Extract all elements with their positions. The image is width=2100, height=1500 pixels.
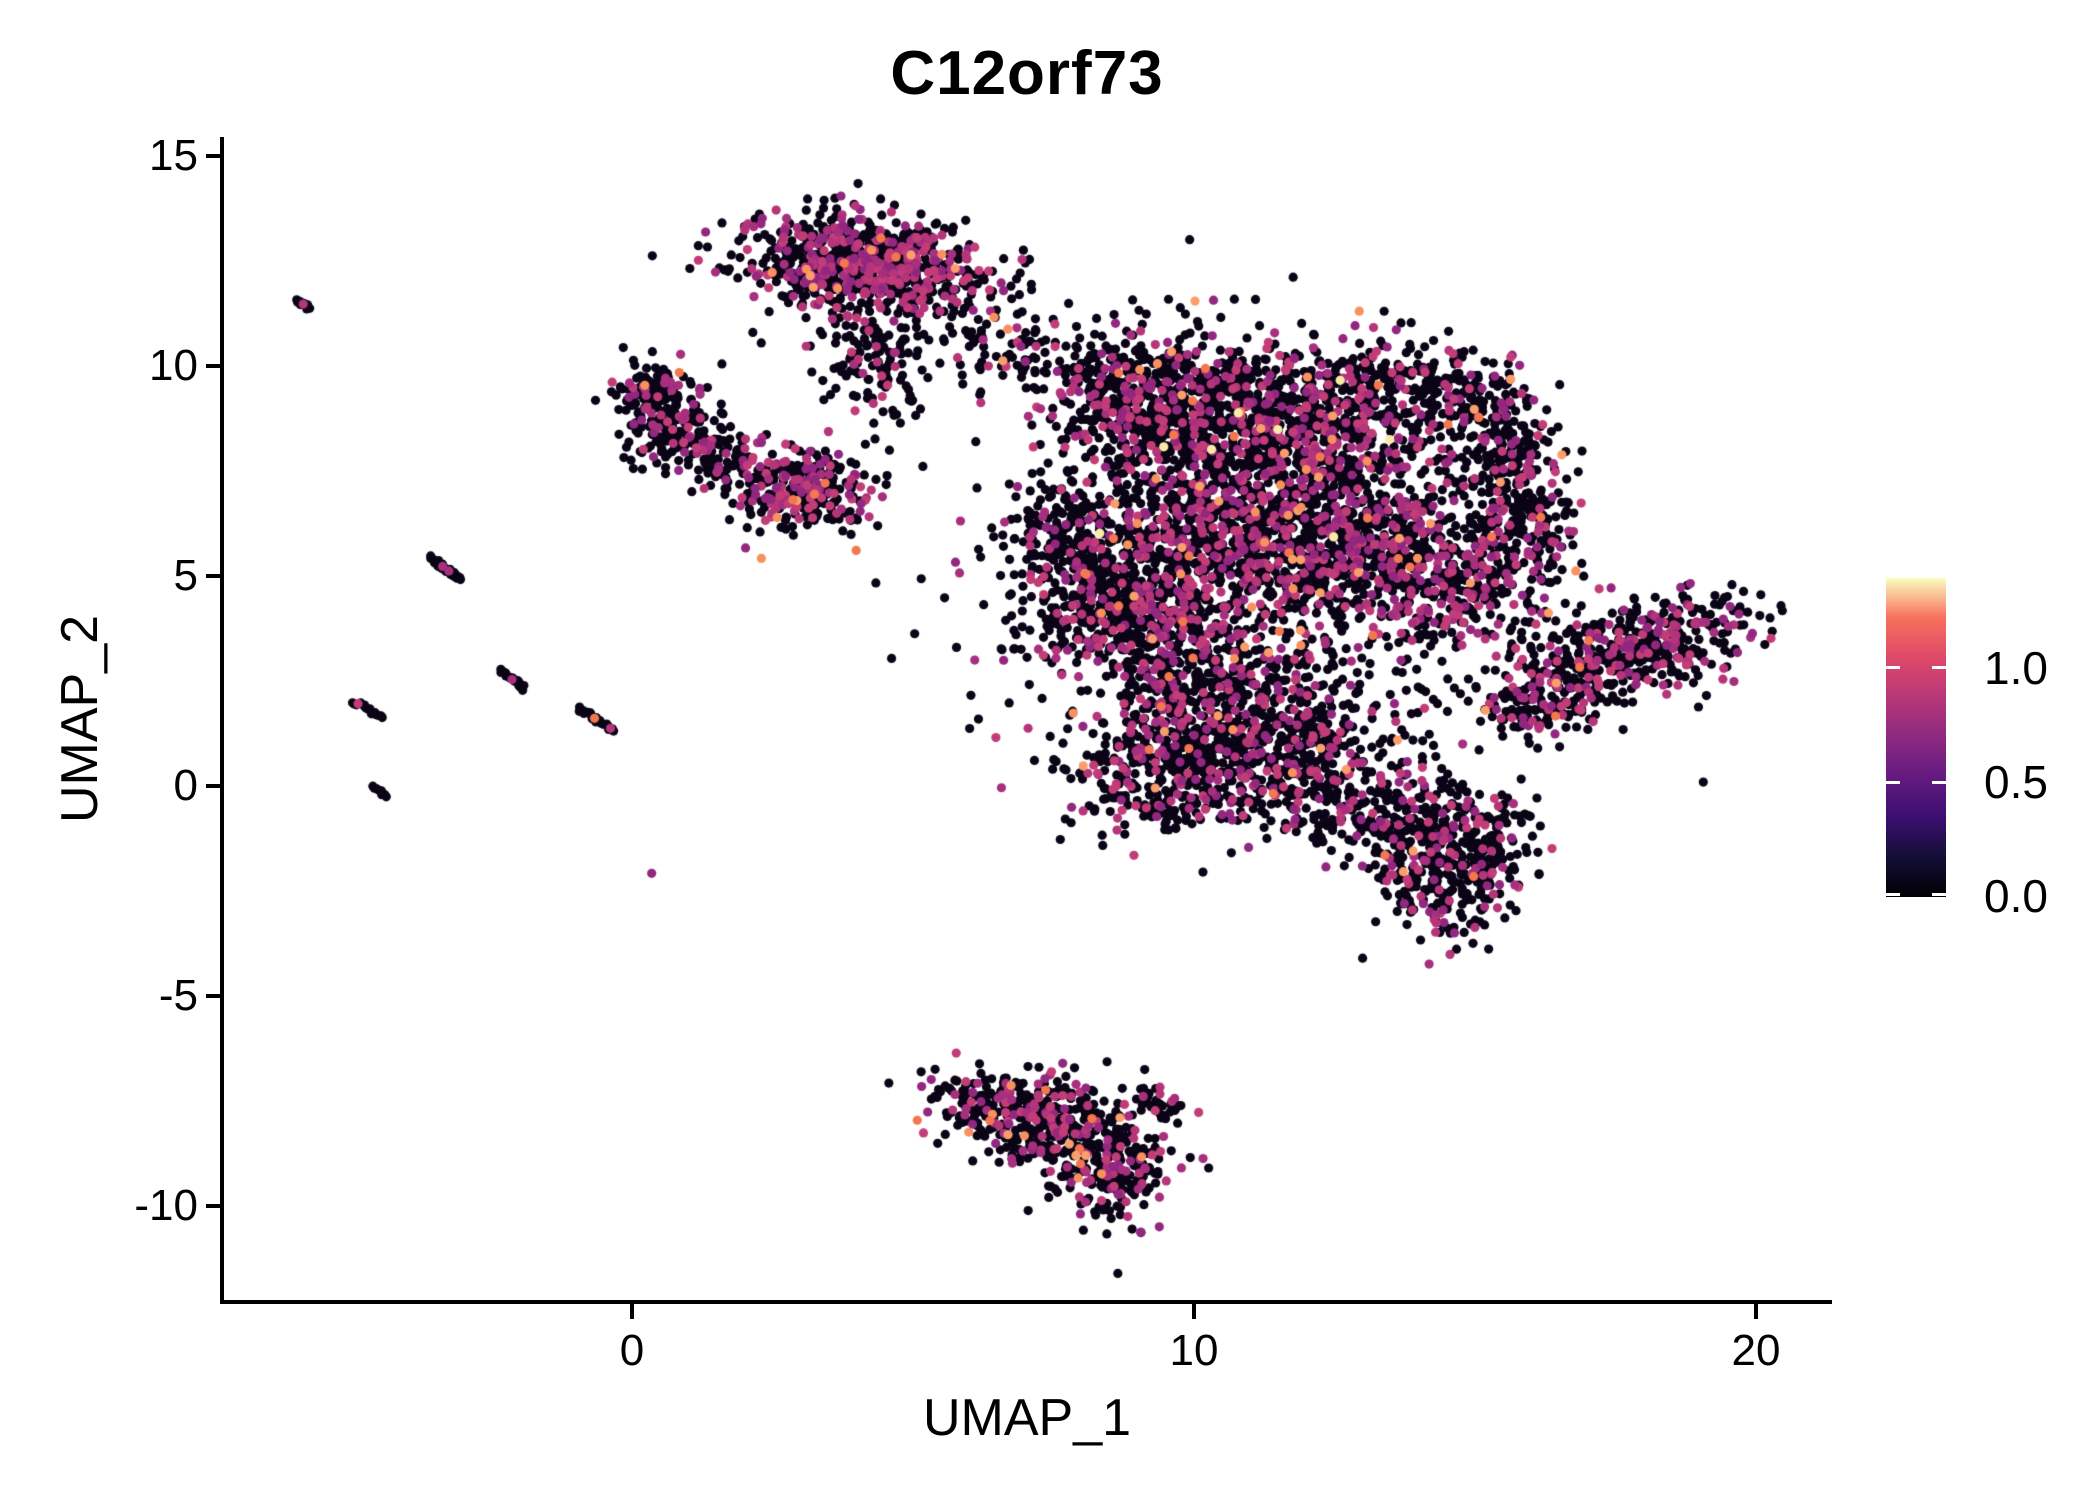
colorbar-label-0.0: 0.0 — [1984, 870, 2048, 922]
colorbar-tick-1.0-left — [1886, 666, 1900, 669]
colorbar-tick-0.0-left — [1886, 893, 1900, 896]
colorbar-tick-0.5-right — [1932, 781, 1946, 784]
colorbar-label-0.5: 0.5 — [1984, 756, 2048, 808]
y-tick-10 — [206, 364, 221, 368]
y-tick-label-0: 0 — [173, 761, 198, 810]
x-tick-20 — [1754, 1304, 1758, 1319]
y-tick-5 — [206, 574, 221, 578]
y-tick-label-15: 15 — [149, 131, 198, 180]
y-tick-n5 — [206, 994, 221, 998]
colorbar-gradient — [1886, 578, 1946, 897]
y-tick-label-n10: -10 — [134, 1181, 198, 1230]
colorbar-label-1.0: 1.0 — [1984, 642, 2048, 694]
y-axis-title: UMAP_2 — [51, 614, 109, 824]
x-tick-label-0: 0 — [619, 1326, 645, 1375]
y-axis-line — [220, 137, 224, 1304]
y-tick-label-n5: -5 — [158, 971, 198, 1020]
y-tick-n10 — [206, 1204, 221, 1208]
x-tick-label-20: 20 — [1731, 1326, 1781, 1375]
x-tick-label-10: 10 — [1169, 1326, 1219, 1375]
plot-title: C12orf73 — [890, 39, 1164, 108]
y-tick-label-10: 10 — [149, 341, 198, 390]
colorbar-tick-0.5-left — [1886, 781, 1900, 784]
colorbar-tick-0.0-right — [1932, 893, 1946, 896]
y-tick-0 — [206, 784, 221, 788]
x-tick-0 — [630, 1304, 634, 1319]
colorbar-tick-1.0-right — [1932, 666, 1946, 669]
x-tick-10 — [1192, 1304, 1196, 1319]
y-tick-label-5: 5 — [173, 551, 198, 600]
x-axis-line — [220, 1300, 1832, 1304]
y-tick-15 — [206, 154, 221, 158]
x-axis-title: UMAP_1 — [922, 1389, 1132, 1447]
